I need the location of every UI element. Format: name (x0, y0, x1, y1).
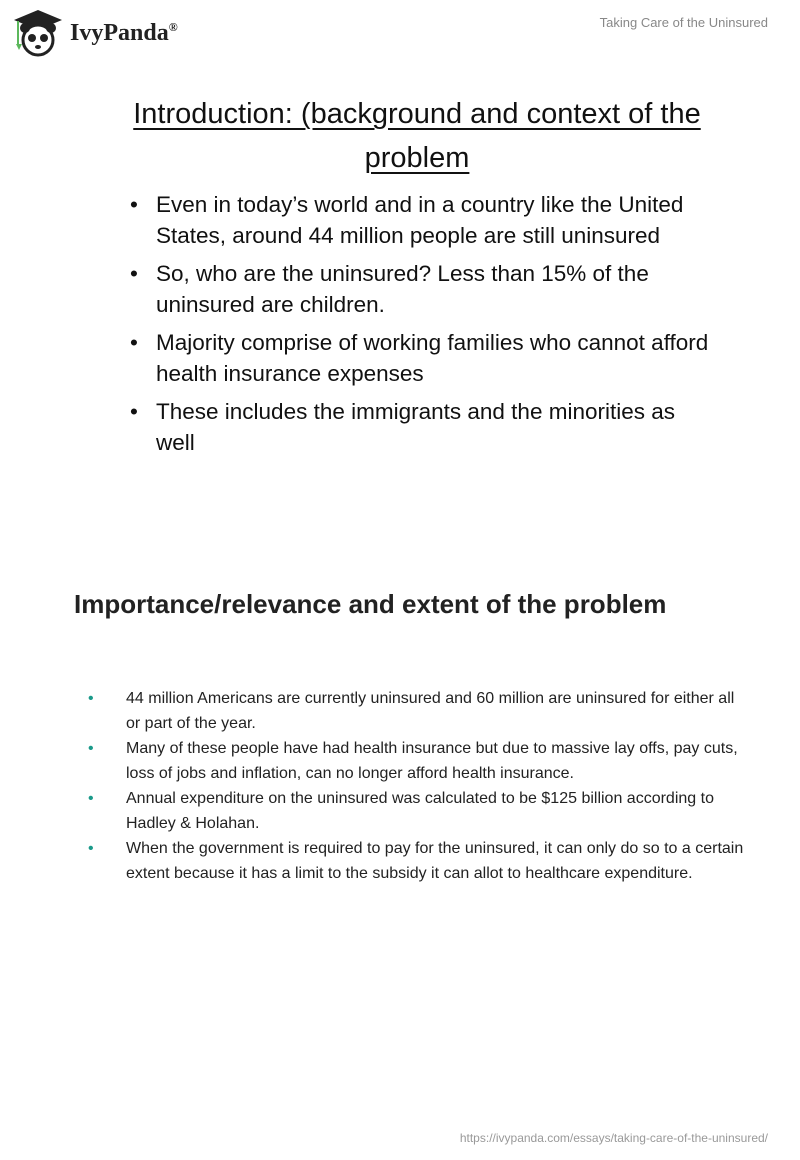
list-item: • These includes the immigrants and the m… (130, 396, 710, 458)
panda-graduate-icon (14, 10, 62, 57)
list-item: • 44 million Americans are currently unin… (88, 686, 748, 736)
slide-title: Introduction: (background and context of… (133, 98, 701, 174)
bullet-icon: • (130, 261, 138, 286)
list-item: • Even in today’s world and in a country … (130, 189, 710, 251)
list-item: • When the government is required to pay … (88, 836, 748, 886)
bullet-icon: • (88, 740, 94, 757)
list-item: • Many of these people have had health in… (88, 736, 748, 786)
document-title: Taking Care of the Uninsured (599, 15, 768, 30)
bullet-icon: • (88, 790, 94, 807)
source-url-link[interactable]: https://ivypanda.com/essays/taking-care-… (459, 1131, 768, 1145)
list-item: • So, who are the uninsured? Less than 15… (130, 258, 710, 320)
bullet-icon: • (88, 840, 94, 857)
bullet-icon: • (130, 330, 138, 355)
slide-bullet-list: • Even in today’s world and in a country … (130, 189, 710, 465)
logo-text: IvyPanda® (70, 19, 178, 46)
section-heading: Importance/relevance and extent of the p… (74, 589, 667, 619)
list-item: • Majority comprise of working families w… (130, 327, 710, 389)
ivypanda-logo[interactable]: IvyPanda® (12, 8, 178, 58)
bullet-icon: • (130, 192, 138, 217)
section-bullet-list: • 44 million Americans are currently unin… (88, 686, 748, 886)
bullet-icon: • (130, 399, 138, 424)
bullet-icon: • (88, 690, 94, 707)
list-item: • Annual expenditure on the uninsured was… (88, 786, 748, 836)
